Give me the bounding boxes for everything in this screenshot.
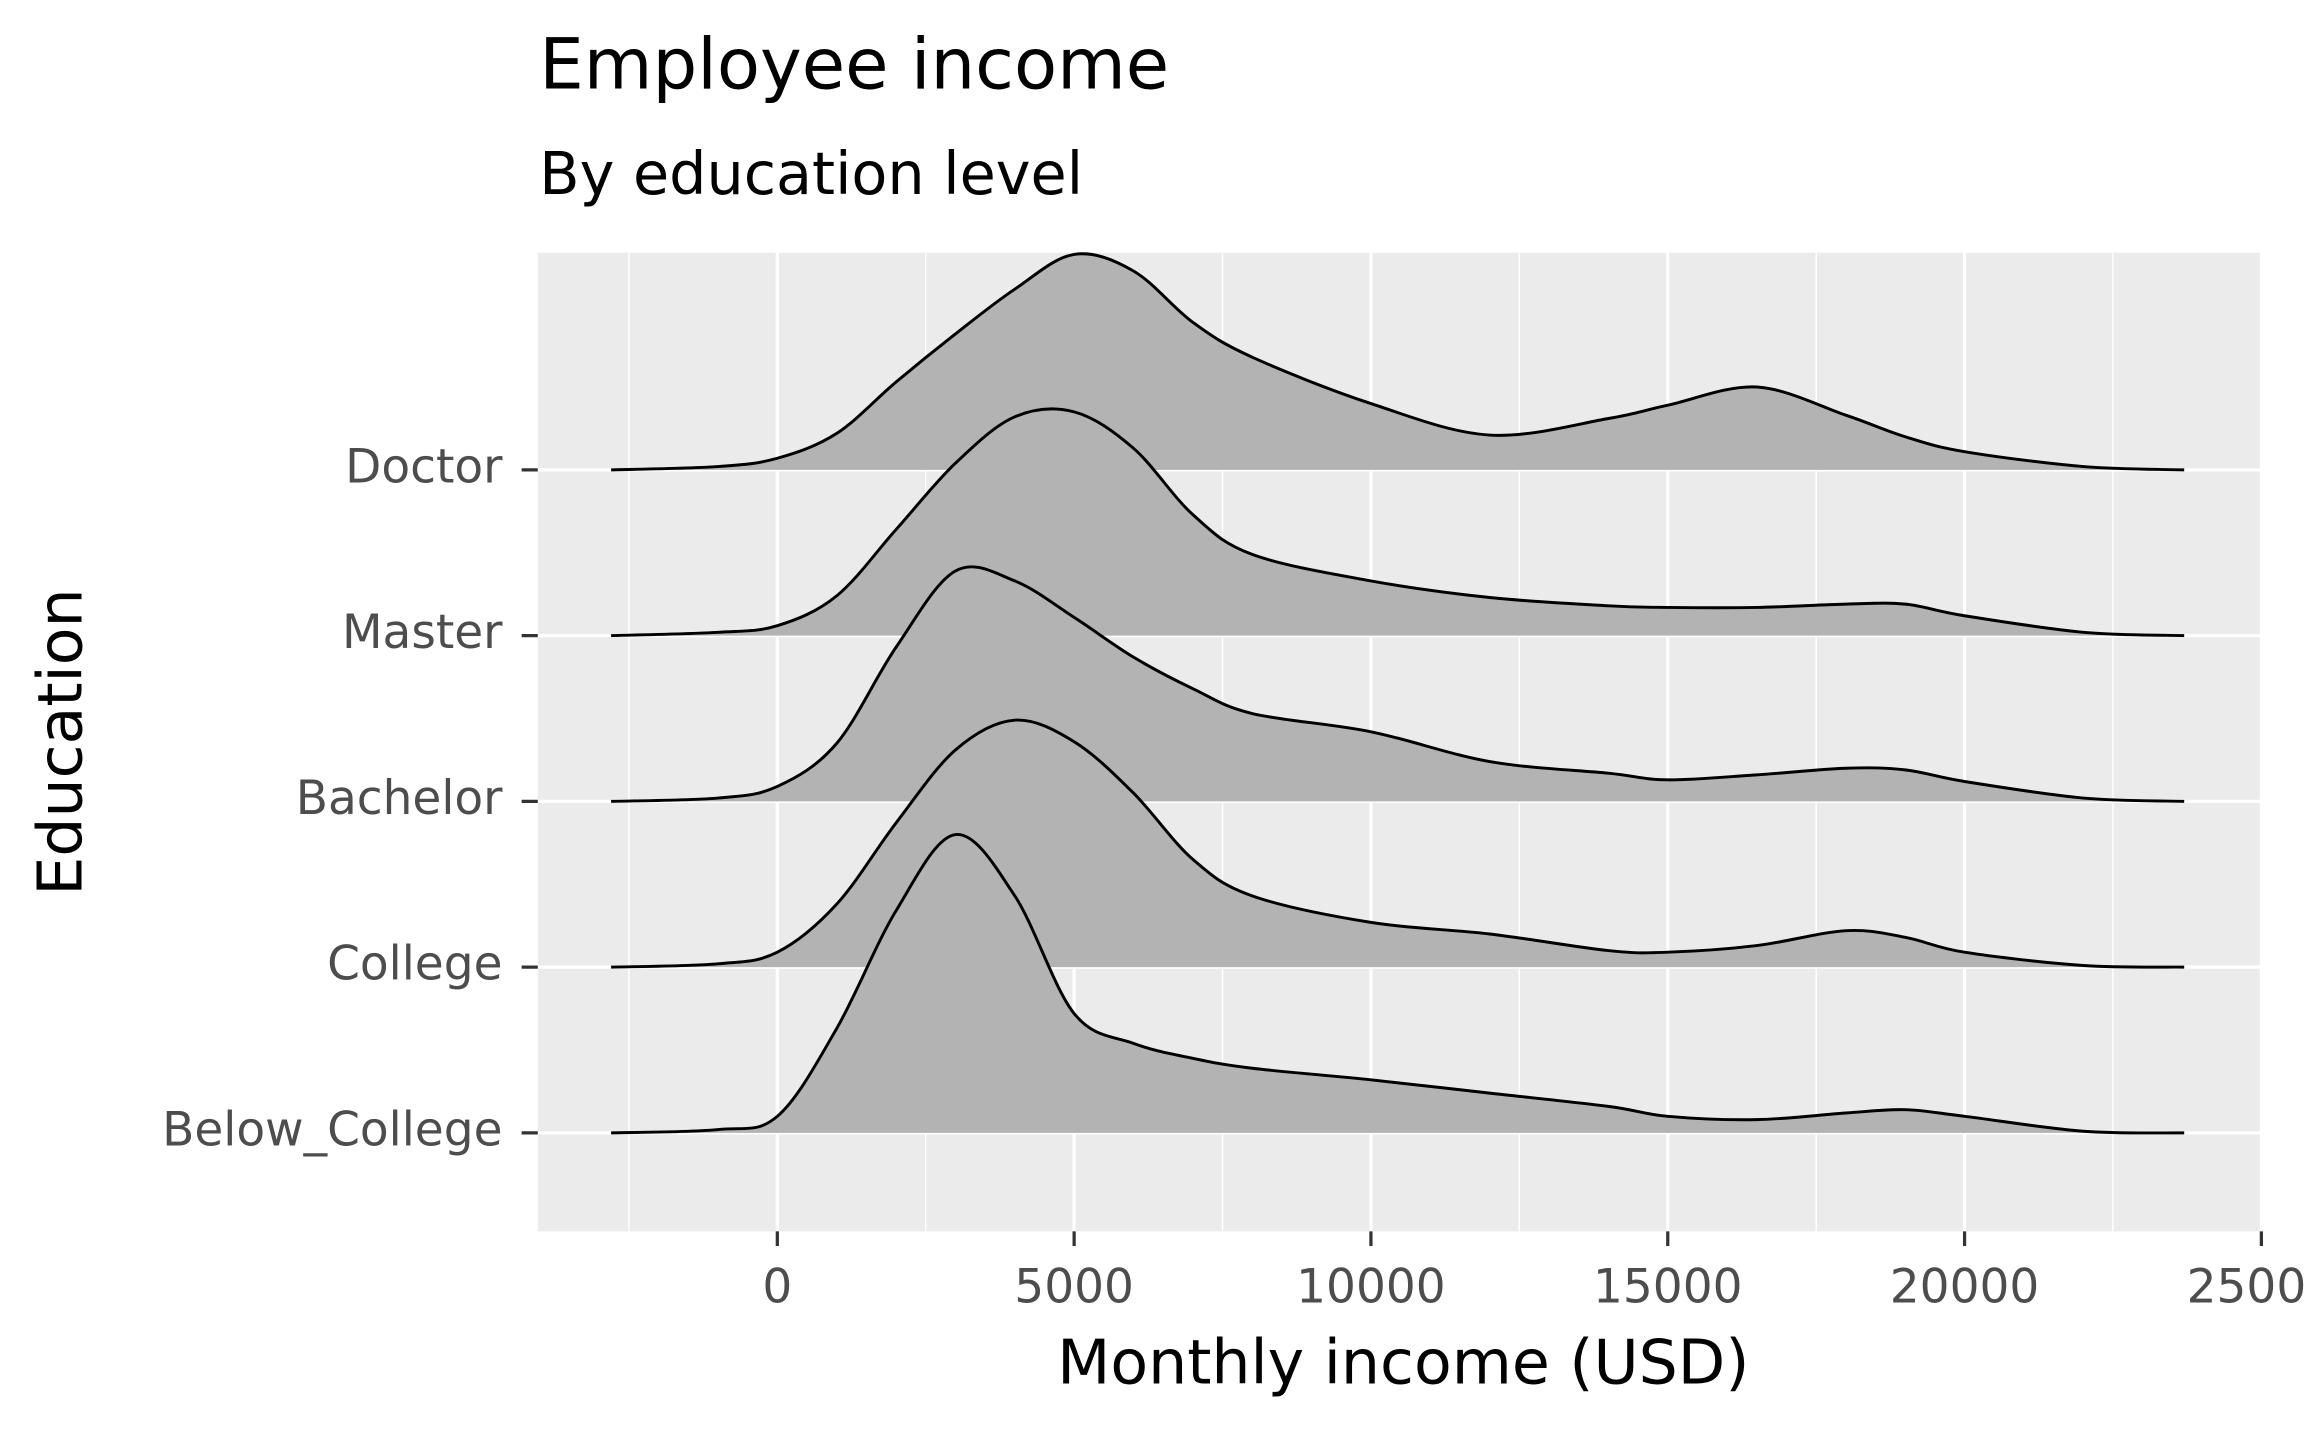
x-tick-label: 20000 <box>1890 1260 2040 1315</box>
ridge-line <box>611 407 2185 638</box>
x-tick-label: 5000 <box>1014 1260 1134 1315</box>
y-tick-label: College <box>327 937 502 992</box>
x-tick-label: 10000 <box>1296 1260 1446 1315</box>
ridge-line <box>611 718 2185 969</box>
y-axis-title: Education <box>25 588 97 895</box>
y-tick-label: Below_College <box>162 1102 502 1157</box>
y-tick-label: Bachelor <box>296 771 503 826</box>
ridge-line <box>611 565 2185 803</box>
x-tick-label: 15000 <box>1593 1260 1743 1315</box>
ridge-area <box>611 834 2185 1133</box>
ridge-line <box>611 833 2185 1135</box>
y-tick-label: Doctor <box>345 439 503 494</box>
x-axis-title: Monthly income (USD) <box>1057 1327 1749 1399</box>
chart-title: Employee income <box>539 24 1169 106</box>
y-tick-label: Master <box>342 605 503 660</box>
x-tick-label: 25000 <box>2187 1260 2304 1315</box>
x-tick-label: 0 <box>762 1260 792 1315</box>
chart-subtitle: By education level <box>539 139 1083 208</box>
ridge-line <box>611 252 2185 472</box>
ridge-area <box>611 253 2185 470</box>
